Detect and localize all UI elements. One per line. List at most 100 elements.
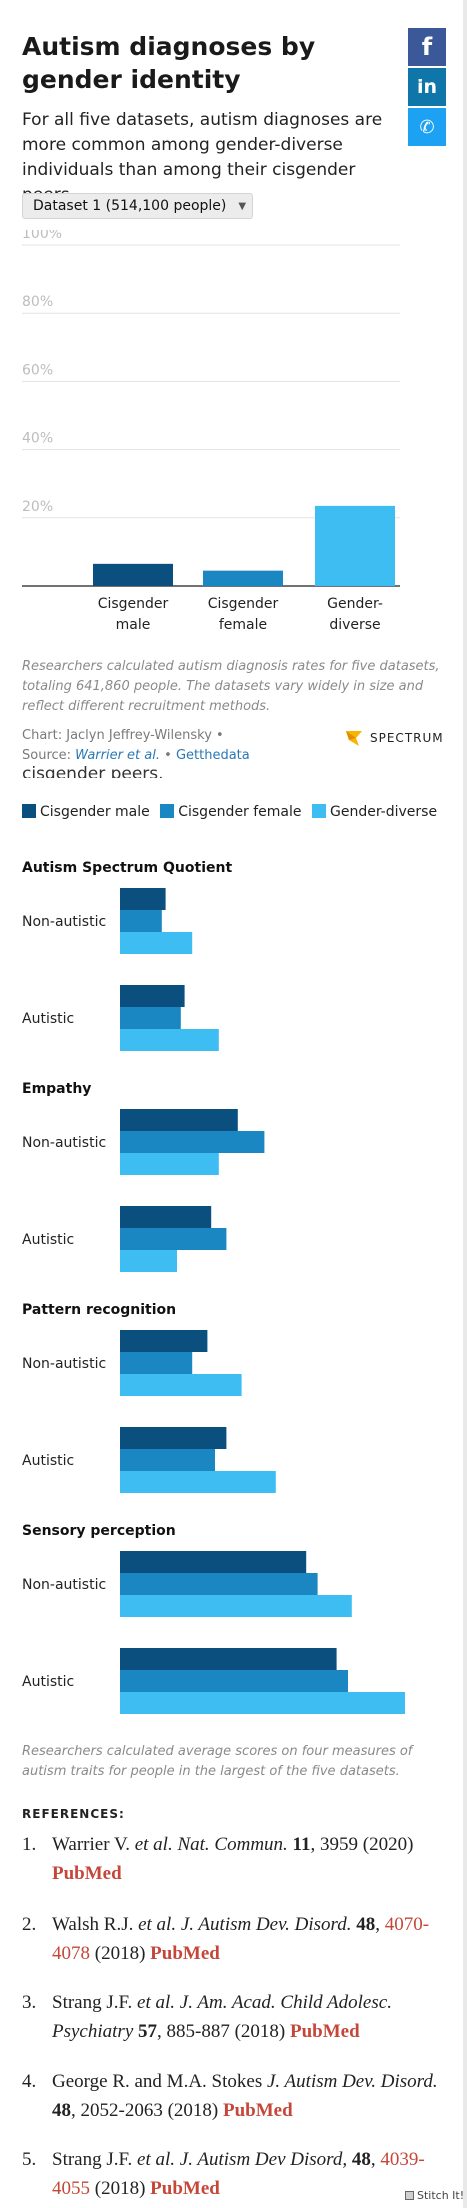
bar[interactable] (120, 1471, 276, 1493)
bar[interactable] (120, 1648, 337, 1670)
reference-number: 4. (22, 2071, 37, 2092)
bar[interactable] (120, 910, 162, 932)
clipped-subtitle-fragment: cisgender peers. (22, 764, 164, 778)
legend-item-gender-diverse: Gender-diverse (311, 804, 437, 820)
reference-year: (2018) (229, 2021, 290, 2042)
pubmed-link[interactable]: PubMed (290, 2021, 360, 2042)
source-authors-link[interactable]: Warrier et al. (75, 748, 160, 763)
legend-swatch-cisgender-male (22, 804, 36, 818)
reference-journal: J. Autism Dev Disord, (175, 2149, 348, 2170)
bar[interactable] (120, 1131, 265, 1153)
reference-authors: George R. and M.A. Stokes (52, 2071, 263, 2092)
reference-year: (2020) (358, 1834, 414, 1855)
x-tick-label: male (116, 617, 151, 633)
bar[interactable] (120, 1206, 212, 1228)
reference-year: (2018) (90, 1943, 151, 1964)
linkedin-share-button[interactable]: in (408, 68, 446, 106)
bar[interactable] (120, 1374, 242, 1396)
trait-scores-chart: Autism Spectrum Quotient Non-autistic Auti… (22, 860, 405, 1714)
group-label: Autistic (22, 1011, 74, 1027)
reference-journal: Nat. Commun. (172, 1834, 288, 1855)
reference-citation: Strang J.F. et al. J. Am. Acad. Child Ad… (52, 1988, 452, 2046)
scrollbar-track[interactable] (463, 0, 467, 2208)
bar[interactable] (120, 1153, 219, 1175)
bar[interactable] (120, 1029, 219, 1051)
spectrum-logo-text: SPECTRUM (370, 731, 444, 745)
y-tick-label: 100% (22, 230, 62, 242)
bar[interactable] (120, 1228, 227, 1250)
spectrum-logo[interactable]: SPECTRUM (344, 728, 444, 748)
source-separator: • (164, 748, 172, 763)
bar[interactable] (120, 1670, 348, 1692)
pubmed-link[interactable]: PubMed (52, 1863, 122, 1884)
diagnosis-bar-chart: 20% 40% 60% 80% 100% Cisgender male Cisgender fe… (22, 230, 400, 633)
bar[interactable] (120, 1595, 352, 1617)
panel-title: Autism Spectrum Quotient (22, 860, 232, 876)
reference-journal: J. Autism Dev. Disord. (262, 2071, 438, 2092)
reference-item: 2. Walsh R.J. et al. J. Autism Dev. Disor… (22, 1910, 452, 1968)
panel-title: Pattern recognition (22, 1302, 176, 1318)
chart2-caption: Researchers calculated average scores on… (22, 1744, 413, 1779)
x-tick-label: female (219, 617, 267, 633)
bar[interactable] (315, 505, 395, 586)
bar[interactable] (120, 1250, 177, 1272)
linkedin-icon: in (416, 76, 438, 98)
chevron-down-icon: ▼ (238, 200, 247, 212)
group-label: Non-autistic (22, 914, 106, 930)
panel-title: Empathy (22, 1081, 91, 1097)
getthedata-link[interactable]: Getthedata (175, 748, 250, 763)
reference-journal: J. Am. Acad. Child Adolesc. Psychiatry (52, 1992, 392, 2042)
panel-title: Sensory perception (22, 1523, 176, 1539)
bar[interactable] (120, 1427, 227, 1449)
bar[interactable] (120, 888, 166, 910)
reference-item: 4. George R. and M.A. Stokes J. Autism De… (22, 2067, 452, 2125)
reference-etal: et al. (132, 1992, 176, 2013)
bar[interactable] (93, 563, 173, 586)
reference-volume: 48 (351, 1914, 376, 1935)
bar[interactable] (120, 1007, 181, 1029)
bar[interactable] (120, 1352, 193, 1374)
dataset-dropdown[interactable]: Dataset 1 (514,100 people) ▼ (22, 193, 254, 219)
twitter-icon: ✆ (419, 116, 435, 138)
stitch-it-button[interactable]: Stitch It! (405, 2189, 464, 2202)
x-tick-label: Cisgender (208, 596, 279, 612)
legend-item-cisgender-male: Cisgender male (22, 804, 150, 820)
x-tick-label: Gender- (327, 596, 383, 612)
group-label: Non-autistic (22, 1577, 106, 1593)
reference-authors: Strang J.F. (52, 1992, 133, 2013)
bar[interactable] (120, 1573, 318, 1595)
reference-number: 3. (22, 1992, 37, 2013)
group-label: Non-autistic (22, 1135, 106, 1151)
bar[interactable] (120, 932, 193, 954)
bar[interactable] (120, 985, 185, 1007)
x-tick-label: diverse (329, 617, 380, 633)
bar[interactable] (120, 1449, 215, 1471)
pubmed-link[interactable]: PubMed (150, 2178, 220, 2199)
legend-swatch-cisgender-female (160, 804, 175, 818)
reference-pages-link[interactable]: 4070-4078 (52, 1914, 430, 1964)
references-heading: REFERENCES: (22, 1807, 125, 1821)
pubmed-link[interactable]: PubMed (150, 1943, 220, 1964)
reference-pages: , 2052-2063 (71, 2100, 163, 2121)
bar[interactable] (120, 1330, 208, 1352)
reference-pages-link[interactable]: 4039-4055 (52, 2149, 425, 2199)
y-tick-label: 20% (22, 499, 53, 515)
chart-author: Chart: Jaclyn Jeffrey-Wilensky • (22, 728, 224, 743)
bar[interactable] (120, 1551, 307, 1573)
chart2-legend: Cisgender male Cisgender female Gender-d… (22, 802, 442, 823)
bar[interactable] (203, 570, 283, 586)
twitter-share-button[interactable]: ✆ (408, 108, 446, 146)
bar[interactable] (120, 1692, 405, 1714)
bar[interactable] (120, 1109, 238, 1131)
reference-etal: et al. (129, 1834, 173, 1855)
reference-authors: Walsh R.J. (52, 1914, 134, 1935)
reference-journal: J. Autism Dev. Disord. (176, 1914, 352, 1935)
reference-number: 2. (22, 1914, 37, 1935)
group-label: Non-autistic (22, 1356, 106, 1372)
reference-number: 1. (22, 1834, 37, 1855)
reference-etal: et al. (132, 2149, 176, 2170)
chart-source: Source: Warrier et al. • Getthedata (22, 746, 250, 766)
spectrum-logo-icon (346, 731, 362, 746)
facebook-share-button[interactable]: f (408, 28, 446, 66)
pubmed-link[interactable]: PubMed (222, 2100, 293, 2121)
